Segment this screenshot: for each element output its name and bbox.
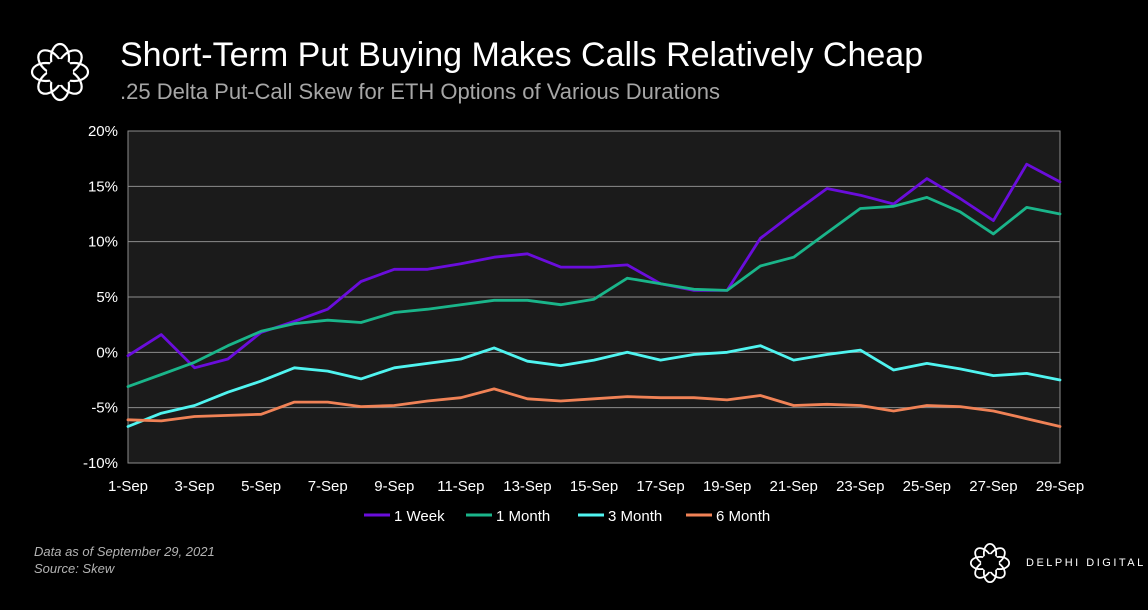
- legend-label: 1 Week: [394, 508, 445, 525]
- x-tick-label: 5-Sep: [241, 478, 281, 495]
- x-tick-label: 19-Sep: [703, 478, 751, 495]
- x-tick-label: 23-Sep: [836, 478, 884, 495]
- x-tick-label: 17-Sep: [636, 478, 684, 495]
- x-tick-label: 13-Sep: [503, 478, 551, 495]
- source-note: Source: Skew: [34, 561, 115, 576]
- x-tick-label: 21-Sep: [770, 478, 818, 495]
- series-line-6-month: [126, 387, 1062, 428]
- brand-logo: DELPHI DIGITAL: [964, 538, 1146, 588]
- legend-label: 1 Month: [496, 508, 550, 525]
- y-tick-label: 20%: [88, 123, 118, 140]
- x-tick-label: 25-Sep: [903, 478, 951, 495]
- x-tick-label: 15-Sep: [570, 478, 618, 495]
- x-tick-label: 29-Sep: [1036, 478, 1084, 495]
- data-date-note: Data as of September 29, 2021: [34, 544, 215, 559]
- flower-ring-icon: [30, 42, 90, 102]
- legend-label: 6 Month: [716, 508, 770, 525]
- legend-label: 3 Month: [608, 508, 662, 525]
- y-tick-label: -5%: [91, 400, 118, 417]
- series-line-3-month: [126, 344, 1062, 428]
- page-title: Short-Term Put Buying Makes Calls Relati…: [120, 36, 924, 74]
- page-subtitle: .25 Delta Put-Call Skew for ETH Options …: [120, 79, 720, 104]
- x-tick-label: 3-Sep: [175, 478, 215, 495]
- flower-ring-icon: [969, 542, 1011, 584]
- y-tick-label: -10%: [83, 455, 118, 472]
- x-tick-label: 7-Sep: [308, 478, 348, 495]
- brand-name: DELPHI DIGITAL: [1026, 557, 1146, 569]
- x-tick-label: 9-Sep: [374, 478, 414, 495]
- y-tick-label: 15%: [88, 178, 118, 195]
- x-tick-label: 11-Sep: [437, 478, 484, 495]
- y-tick-label: 0%: [96, 344, 118, 361]
- y-tick-label: 10%: [88, 234, 118, 251]
- x-tick-label: 27-Sep: [969, 478, 1017, 495]
- series-line-1-month: [126, 195, 1062, 389]
- y-tick-label: 5%: [96, 289, 118, 306]
- x-tick-label: 1-Sep: [108, 478, 148, 495]
